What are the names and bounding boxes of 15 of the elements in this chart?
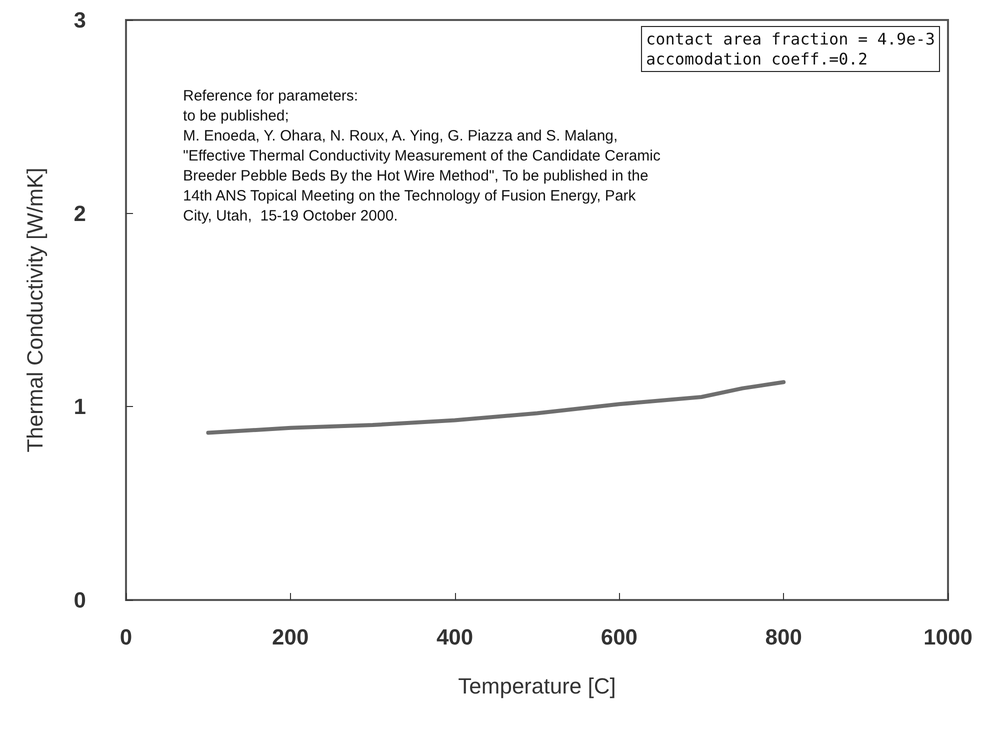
y-axis-title: Thermal Conductivity [W/mK] — [22, 168, 48, 452]
x-tick-label: 200 — [272, 624, 309, 650]
x-tick-label: 600 — [600, 624, 638, 650]
x-axis-title: Temperature [C] — [458, 674, 616, 698]
x-tick-label: 1000 — [924, 624, 972, 650]
line-series — [206, 380, 786, 435]
x-tick-label: 400 — [436, 624, 474, 650]
y-tick-label: 3 — [74, 8, 86, 32]
y-tick-label: 2 — [74, 200, 86, 226]
annotation: Reference for parameters: to be published; M. Enoeda, Y. Ohara, N. Roux, A. Ying, G. Piazza and S. Malang, "Effective Thermal Conductivity Measurement of the Candidate Ceramic Breeder Pebble Beds By the Hot Wire Method", To be published in the 14th ANS Topical Meeting on the Technology of Fusion Energy, Park City, Utah, 15-19 October 2000. — [183, 88, 661, 224]
y-tick-label: 0 — [74, 588, 86, 612]
x-tick-label: 0 — [120, 624, 132, 650]
annotation: contact area fraction = 4.9e-3 accomodation coeff.=0.2 — [646, 30, 935, 68]
y-tick-label: 1 — [74, 394, 86, 420]
x-tick-label: 800 — [765, 624, 802, 650]
